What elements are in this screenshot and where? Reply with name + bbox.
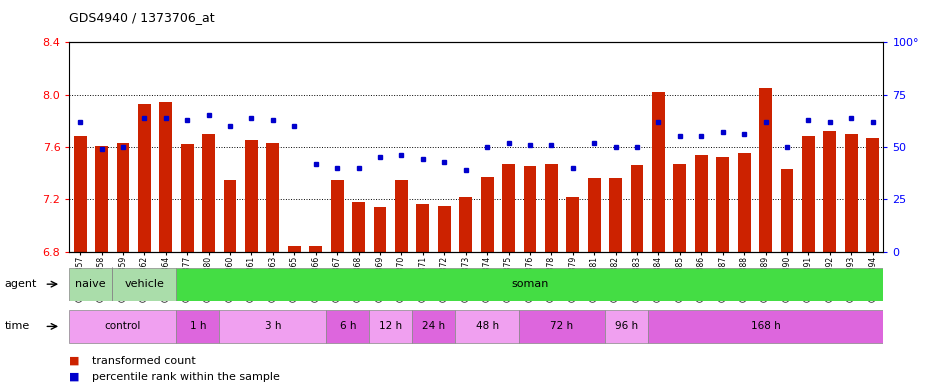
Bar	[652, 92, 665, 252]
Bar	[219, 310, 327, 343]
Bar	[224, 180, 237, 252]
Bar	[159, 103, 172, 252]
Bar	[673, 164, 686, 252]
Bar	[416, 204, 429, 252]
Text: time: time	[5, 321, 30, 331]
Bar	[759, 88, 772, 252]
Bar	[802, 136, 815, 252]
Bar	[695, 155, 708, 252]
Text: 6 h: 6 h	[339, 321, 356, 331]
Bar	[605, 310, 648, 343]
Text: 24 h: 24 h	[422, 321, 445, 331]
Bar	[180, 144, 193, 252]
Bar	[610, 178, 622, 252]
Text: agent: agent	[5, 279, 37, 289]
Bar	[95, 146, 108, 252]
Bar	[177, 310, 219, 343]
Bar	[587, 178, 600, 252]
Bar	[374, 207, 387, 252]
Bar	[327, 310, 369, 343]
Bar	[438, 206, 450, 252]
Bar	[112, 268, 177, 301]
Bar	[545, 164, 558, 252]
Bar	[331, 180, 343, 252]
Text: 3 h: 3 h	[265, 321, 281, 331]
Text: percentile rank within the sample: percentile rank within the sample	[92, 372, 280, 382]
Bar	[203, 134, 215, 252]
Text: 168 h: 168 h	[751, 321, 781, 331]
Bar	[245, 140, 258, 252]
Text: GDS4940 / 1373706_at: GDS4940 / 1373706_at	[69, 12, 215, 25]
Bar	[266, 143, 279, 252]
Bar	[117, 143, 130, 252]
Text: transformed count: transformed count	[92, 356, 196, 366]
Bar	[524, 167, 536, 252]
Bar	[395, 180, 408, 252]
Text: vehicle: vehicle	[124, 279, 165, 289]
Bar	[481, 177, 494, 252]
Bar	[288, 246, 301, 252]
Bar	[455, 310, 519, 343]
Text: 48 h: 48 h	[475, 321, 499, 331]
Bar	[459, 197, 472, 252]
Bar	[369, 310, 413, 343]
Bar	[738, 154, 750, 252]
Text: 72 h: 72 h	[550, 321, 574, 331]
Bar	[69, 268, 112, 301]
Bar	[716, 157, 729, 252]
Text: control: control	[105, 321, 142, 331]
Text: ■: ■	[69, 356, 80, 366]
Bar	[845, 134, 857, 252]
Bar	[866, 138, 879, 252]
Text: ■: ■	[69, 372, 80, 382]
Bar	[502, 164, 515, 252]
Bar	[781, 169, 794, 252]
Text: 96 h: 96 h	[615, 321, 638, 331]
Text: naive: naive	[76, 279, 106, 289]
Bar	[566, 197, 579, 252]
Text: soman: soman	[512, 279, 549, 289]
Bar	[69, 310, 177, 343]
Text: 1 h: 1 h	[190, 321, 206, 331]
Bar	[648, 310, 883, 343]
Bar	[823, 131, 836, 252]
Bar	[309, 246, 322, 252]
Bar	[352, 202, 365, 252]
Bar	[413, 310, 455, 343]
Bar	[138, 104, 151, 252]
Bar	[519, 310, 605, 343]
Bar	[631, 165, 644, 252]
Bar	[177, 268, 883, 301]
Bar	[74, 136, 87, 252]
Text: 12 h: 12 h	[379, 321, 402, 331]
